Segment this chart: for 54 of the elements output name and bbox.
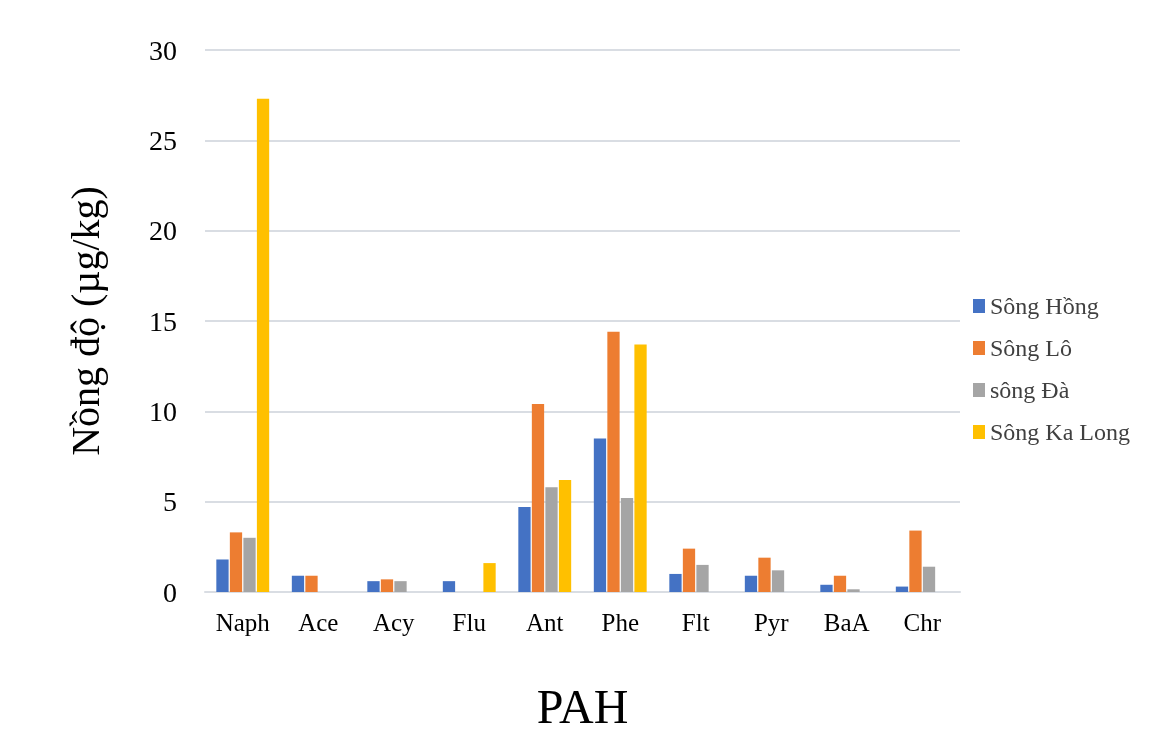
x-tick-label: Phe bbox=[601, 609, 639, 636]
bar bbox=[833, 575, 847, 592]
x-tick-label: Naph bbox=[215, 609, 271, 636]
y-tick-label: 5 bbox=[163, 486, 177, 518]
y-tick-label: 15 bbox=[149, 305, 177, 337]
bar bbox=[758, 557, 771, 592]
bar bbox=[669, 573, 682, 592]
bar bbox=[216, 559, 229, 592]
x-tick-label: Flt bbox=[681, 609, 710, 636]
bar bbox=[305, 575, 318, 592]
y-tick-label: 0 bbox=[163, 576, 177, 608]
y-tick-label: 25 bbox=[149, 124, 177, 156]
bar bbox=[895, 586, 909, 592]
bar bbox=[291, 575, 305, 592]
bar bbox=[771, 570, 785, 592]
bar bbox=[922, 566, 936, 592]
bar bbox=[483, 563, 496, 592]
legend-label: sông Đà bbox=[990, 377, 1070, 403]
y-tick-label: 20 bbox=[149, 215, 177, 247]
y-tick-label: 10 bbox=[149, 395, 177, 427]
bar bbox=[558, 479, 572, 592]
y-tick-label: 30 bbox=[149, 34, 177, 66]
legend-label: Sông Lô bbox=[990, 335, 1073, 361]
bar bbox=[620, 498, 634, 592]
x-tick-label: Ant bbox=[526, 609, 564, 636]
bar bbox=[593, 438, 607, 592]
x-tick-label: Flu bbox=[452, 609, 487, 636]
bar bbox=[634, 344, 647, 592]
bar bbox=[607, 331, 620, 592]
bar bbox=[518, 507, 531, 592]
bar bbox=[394, 581, 407, 592]
x-tick-label: BaA bbox=[823, 609, 870, 636]
bar bbox=[243, 537, 256, 592]
x-tick-label: Acy bbox=[372, 609, 416, 636]
bar bbox=[545, 487, 558, 592]
bar bbox=[367, 581, 380, 592]
x-tick-label: Pyr bbox=[753, 609, 790, 636]
legend-label: Sông Hồng bbox=[990, 293, 1099, 319]
bar bbox=[229, 532, 243, 592]
bar bbox=[380, 579, 394, 592]
y-axis-title: Nồng độ (µg/kg) bbox=[62, 186, 108, 456]
legend-label: Sông Ka Long bbox=[990, 419, 1131, 445]
bar bbox=[442, 581, 456, 592]
bar bbox=[256, 98, 270, 592]
bar bbox=[820, 584, 833, 592]
bar bbox=[744, 575, 758, 592]
bar bbox=[696, 564, 709, 592]
bar bbox=[682, 548, 696, 592]
bar bbox=[531, 404, 545, 592]
bar bbox=[847, 589, 860, 592]
x-tick-label: Ace bbox=[298, 609, 339, 636]
bar bbox=[909, 530, 922, 592]
x-tick-label: Chr bbox=[903, 609, 942, 636]
x-axis-title: PAH bbox=[536, 679, 629, 733]
